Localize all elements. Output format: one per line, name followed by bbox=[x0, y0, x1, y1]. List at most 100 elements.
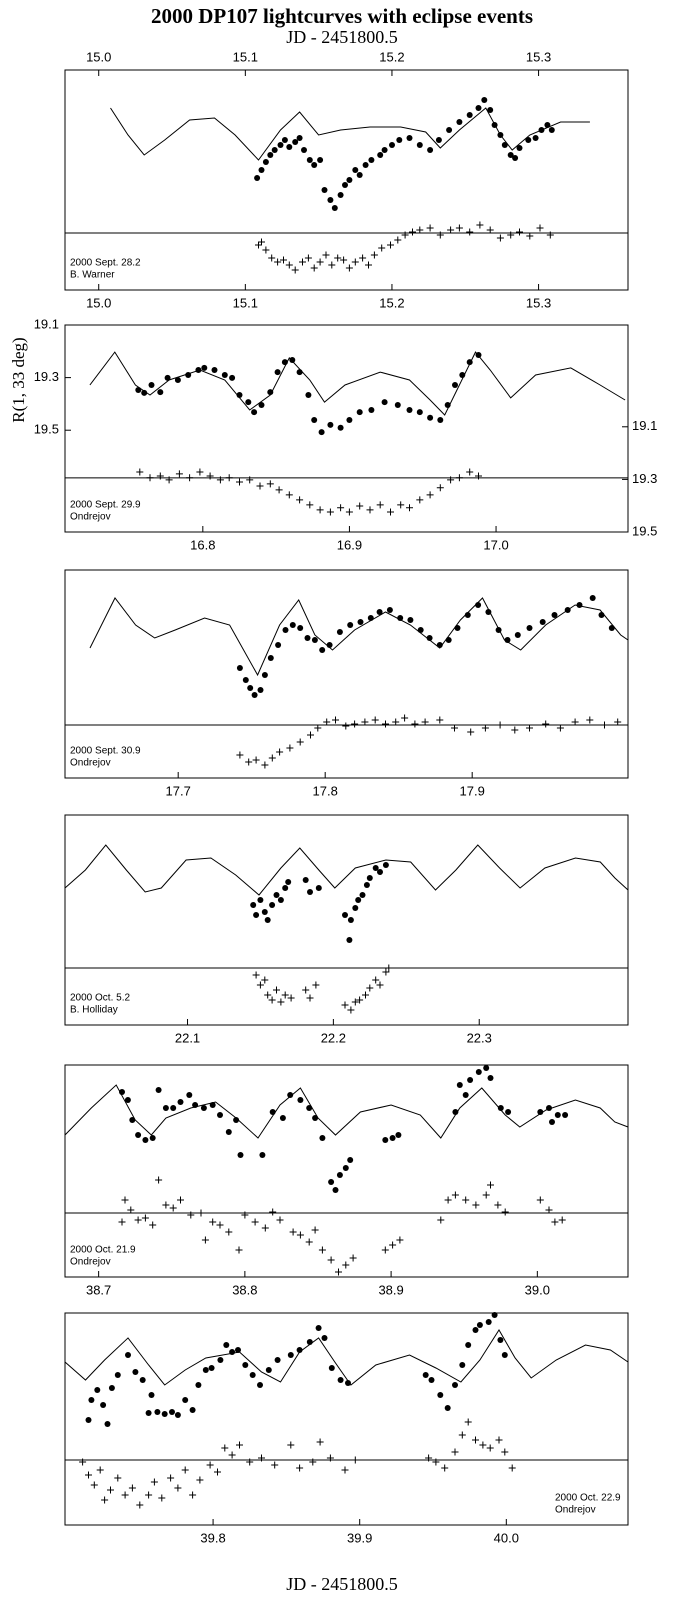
observed-point bbox=[235, 1347, 241, 1353]
observed-point bbox=[483, 1065, 490, 1071]
residual-point bbox=[318, 1246, 326, 1254]
residual-point bbox=[305, 1238, 313, 1246]
residual-point bbox=[335, 1268, 342, 1276]
residual-point bbox=[121, 1491, 129, 1499]
residual-point bbox=[280, 256, 287, 264]
observed-point bbox=[289, 357, 296, 363]
observed-point bbox=[327, 421, 334, 428]
residual-point bbox=[261, 1224, 269, 1232]
residual-point bbox=[558, 1216, 566, 1224]
observed-point bbox=[169, 1409, 175, 1415]
x-tick-label: 17.0 bbox=[483, 537, 508, 552]
observed-point bbox=[381, 147, 388, 153]
panel-date: 2000 Oct. 22.9 bbox=[555, 1493, 621, 1504]
observed-point bbox=[161, 1411, 168, 1417]
observed-point bbox=[282, 627, 289, 633]
residual-point bbox=[216, 476, 224, 484]
residual-point bbox=[507, 231, 515, 239]
plot-frame bbox=[64, 814, 629, 1026]
observed-point bbox=[125, 1352, 131, 1358]
observed-point bbox=[261, 909, 268, 915]
observed-point bbox=[318, 429, 325, 436]
observed-point bbox=[307, 889, 313, 895]
observed-point bbox=[444, 1405, 451, 1411]
residual-point bbox=[416, 496, 424, 504]
residual-point bbox=[481, 724, 489, 732]
observed-point bbox=[217, 1112, 223, 1118]
observed-point bbox=[475, 352, 482, 358]
residual-point bbox=[425, 1454, 433, 1462]
x-axis-title: JD - 2451800.5 bbox=[286, 1574, 398, 1594]
observed-point bbox=[377, 152, 384, 158]
residual-point bbox=[128, 1484, 136, 1492]
y-tick-label: 19.1 bbox=[34, 316, 59, 331]
observed-point bbox=[382, 862, 389, 868]
observed-point bbox=[129, 1117, 136, 1123]
residual-point bbox=[221, 1444, 229, 1452]
residual-point bbox=[487, 1181, 494, 1189]
residual-point bbox=[196, 1476, 204, 1484]
observed-point bbox=[428, 1377, 435, 1383]
residual-point bbox=[304, 254, 312, 262]
x-tick-label: 38.9 bbox=[378, 1282, 403, 1297]
observed-point bbox=[211, 367, 218, 373]
observed-point bbox=[257, 1382, 263, 1388]
observed-point bbox=[347, 622, 354, 628]
residual-point bbox=[401, 231, 409, 239]
residual-point bbox=[341, 1001, 349, 1009]
observed-point bbox=[251, 409, 258, 416]
residual-point bbox=[252, 756, 260, 764]
residual-point bbox=[306, 994, 314, 1002]
observed-point bbox=[476, 1322, 483, 1328]
residual-point bbox=[409, 228, 416, 236]
observed-point bbox=[397, 615, 404, 621]
residual-point bbox=[264, 991, 272, 999]
observed-point bbox=[377, 869, 383, 875]
observed-point bbox=[544, 122, 551, 128]
model-curve bbox=[64, 844, 629, 896]
observed-point bbox=[336, 629, 343, 635]
observed-point bbox=[85, 1417, 92, 1423]
observed-point bbox=[598, 612, 605, 618]
observed-point bbox=[327, 197, 334, 203]
residual-point bbox=[206, 1461, 214, 1469]
plot-frame bbox=[64, 1064, 629, 1278]
observed-point bbox=[177, 1099, 184, 1105]
observed-point bbox=[538, 127, 545, 133]
residual-point bbox=[155, 1176, 163, 1184]
observed-point bbox=[368, 157, 375, 163]
residual-point bbox=[209, 1218, 217, 1226]
observed-point bbox=[277, 897, 284, 903]
x-tick-label: 22.2 bbox=[321, 1030, 346, 1045]
observed-point bbox=[416, 409, 423, 416]
residual-point bbox=[177, 1196, 184, 1204]
x-tick-label: 22.1 bbox=[175, 1030, 200, 1045]
observed-point bbox=[304, 635, 311, 641]
observed-point bbox=[257, 897, 264, 903]
observed-point bbox=[427, 414, 434, 421]
plot-frame bbox=[64, 69, 629, 291]
residual-point bbox=[261, 761, 269, 769]
x-tick-label: 39.0 bbox=[525, 1282, 550, 1297]
residual-point bbox=[167, 1474, 175, 1482]
residual-point bbox=[372, 976, 380, 984]
residual-point bbox=[370, 251, 378, 259]
residual-point bbox=[464, 1418, 472, 1426]
residual-point bbox=[268, 754, 276, 762]
observed-point bbox=[497, 1105, 504, 1111]
residual-point bbox=[107, 1486, 114, 1494]
residual-point bbox=[536, 1196, 544, 1204]
residual-point bbox=[508, 1464, 516, 1472]
model-curve bbox=[64, 1084, 629, 1139]
observed-point bbox=[564, 607, 571, 613]
residual-point bbox=[436, 231, 444, 239]
observed-point bbox=[437, 417, 444, 423]
observed-point bbox=[452, 1109, 459, 1115]
x-tick-label-top: 15.2 bbox=[379, 49, 404, 64]
observed-point bbox=[233, 1117, 240, 1123]
model-curve bbox=[89, 351, 626, 416]
residual-point bbox=[382, 968, 390, 976]
residual-point bbox=[416, 226, 424, 234]
residual-point bbox=[85, 1471, 92, 1479]
residual-point bbox=[316, 258, 324, 266]
